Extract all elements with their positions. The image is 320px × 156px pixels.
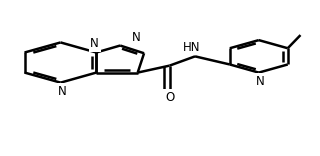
Text: N: N xyxy=(58,85,67,98)
Text: N: N xyxy=(256,75,265,88)
Text: O: O xyxy=(165,91,174,104)
Text: N: N xyxy=(90,37,99,51)
Text: HN: HN xyxy=(183,41,201,54)
Text: N: N xyxy=(132,31,140,44)
